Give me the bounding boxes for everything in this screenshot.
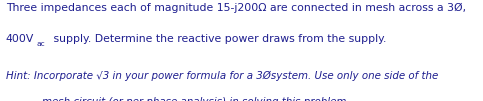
Text: mesh circuit (or per phase analysis) in solving this problem.: mesh circuit (or per phase analysis) in … [42,97,350,101]
Text: 400V: 400V [6,34,34,44]
Text: Hint: Incorporate √3 in your power formula for a 3Øsystem. Use only one side of : Hint: Incorporate √3 in your power formu… [6,71,438,81]
Text: supply. Determine the reactive power draws from the supply.: supply. Determine the reactive power dra… [50,34,386,44]
Text: ac: ac [37,41,45,47]
Text: Three impedances each of magnitude 15-j200Ω are connected in mesh across a 3Ø,: Three impedances each of magnitude 15-j2… [6,3,466,13]
